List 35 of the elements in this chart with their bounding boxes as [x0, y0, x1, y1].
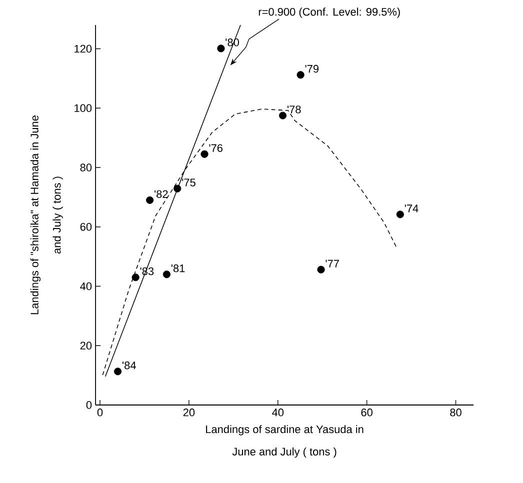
- x-tick-label: 0: [97, 408, 103, 416]
- point: [114, 368, 122, 376]
- x-tick-label: 40: [272, 408, 284, 416]
- y-tick-label: 120: [74, 44, 92, 53]
- annotation: '79: [305, 64, 319, 73]
- point: [278, 112, 287, 120]
- y-tick-label: 60: [80, 223, 92, 231]
- point: [146, 196, 154, 204]
- y-tick-label: 20: [80, 342, 92, 350]
- y-tick-label: 40: [80, 282, 92, 290]
- y-tick-label: 80: [80, 164, 92, 172]
- annotation: '84: [122, 362, 136, 370]
- annotation: '77: [326, 260, 339, 268]
- y-tick-label: 0: [86, 401, 92, 409]
- annotation: '74: [404, 204, 418, 212]
- point: [132, 274, 140, 282]
- annotation: '82: [154, 190, 168, 198]
- point: [174, 184, 182, 192]
- x-tick-label: 80: [450, 408, 462, 416]
- y-tick-label: 100: [74, 104, 92, 112]
- annotation: '78: [288, 106, 301, 114]
- point: [217, 44, 225, 52]
- point: [317, 266, 325, 274]
- point: [162, 270, 170, 278]
- point: [296, 71, 304, 79]
- point: [396, 210, 404, 218]
- annotation: '75: [182, 178, 196, 186]
- x-axis-title: Landings of sardine at Yasuda in June and July ( tons ): [206, 425, 364, 458]
- annotation: r=0.900 (Conf. Level: 99.5%): [258, 8, 400, 18]
- y-axis-title: Landings of "shiroika" at Hamada in June and July ( tons ): [30, 116, 63, 314]
- annotation: '76: [209, 144, 222, 152]
- x-tick-label: 60: [361, 408, 372, 416]
- annotation: '81: [171, 264, 185, 272]
- point: [200, 150, 208, 158]
- x-tick-label: 20: [183, 408, 195, 416]
